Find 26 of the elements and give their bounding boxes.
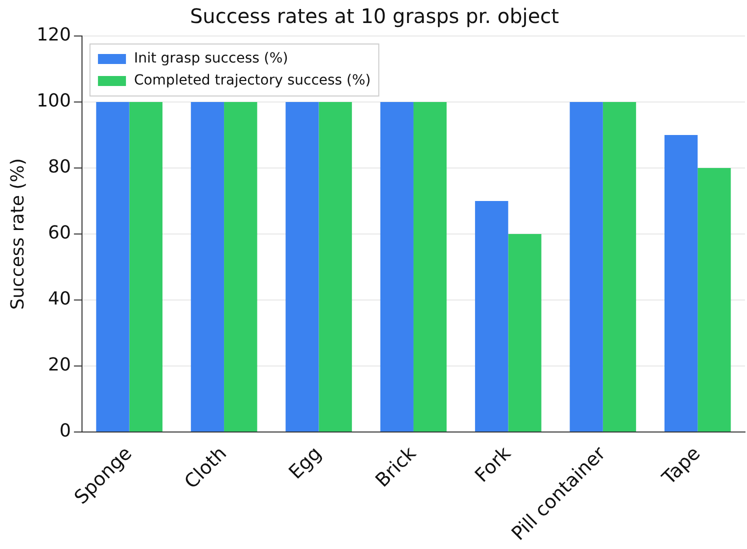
y-axis-title: Success rate (%) — [7, 158, 28, 310]
y-tick-label: 120 — [36, 24, 71, 46]
x-tick-label: Egg — [284, 442, 326, 484]
y-tick-label: 60 — [48, 222, 71, 244]
bar — [318, 102, 352, 432]
legend-label: Init grasp success (%) — [134, 50, 288, 67]
bar — [224, 102, 258, 432]
y-tick-label: 40 — [48, 288, 71, 310]
y-tick-label: 20 — [48, 354, 71, 376]
bar — [475, 200, 508, 432]
bar — [286, 102, 319, 432]
bar — [602, 102, 636, 432]
bar — [190, 102, 224, 432]
bar — [698, 168, 731, 432]
bar — [129, 102, 162, 432]
bar — [570, 102, 603, 432]
bar — [413, 102, 447, 432]
chart-title: Success rates at 10 grasps pr. object — [190, 4, 560, 28]
bar — [664, 134, 698, 432]
y-tick-label: 80 — [48, 156, 71, 178]
y-tick-label: 100 — [36, 90, 71, 112]
bar — [96, 102, 130, 432]
bar — [380, 102, 414, 432]
y-tick-label: 0 — [60, 420, 71, 442]
bar — [508, 234, 542, 432]
legend-label: Completed trajectory success (%) — [134, 72, 371, 89]
